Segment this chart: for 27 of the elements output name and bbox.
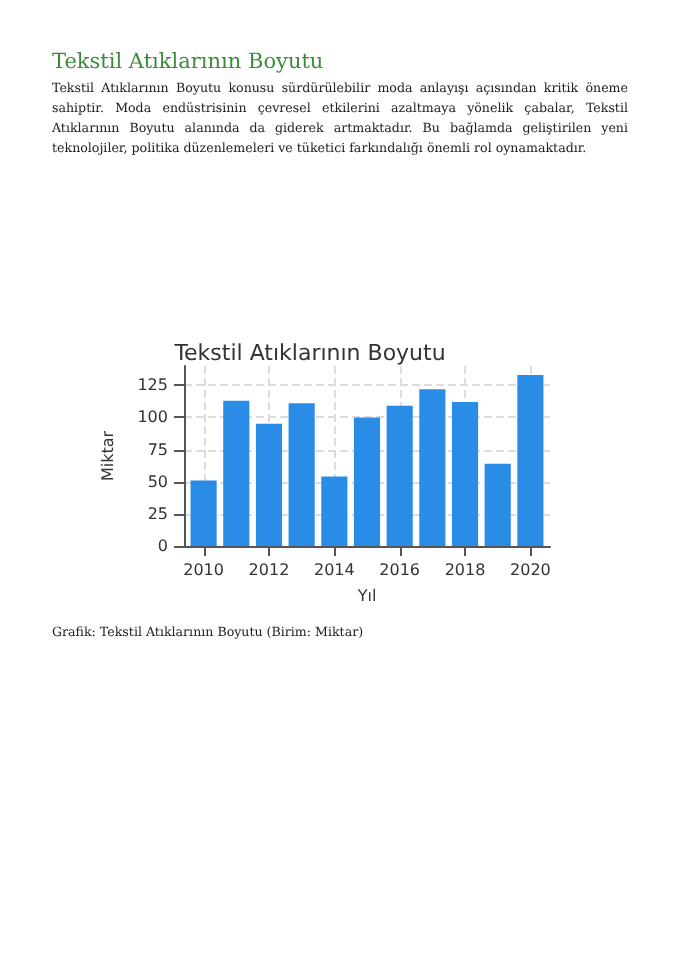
bar bbox=[288, 403, 315, 546]
x-tick-label: 2012 bbox=[248, 561, 290, 579]
bar bbox=[386, 405, 413, 546]
bar bbox=[223, 400, 250, 546]
bar bbox=[255, 423, 283, 546]
y-tick-label: 75 bbox=[147, 440, 168, 459]
chart-title: Tekstil Atıklarının Boyutu bbox=[172, 340, 446, 366]
y-tick-label: 100 bbox=[137, 408, 168, 427]
x-tick-label: 2014 bbox=[313, 561, 355, 579]
bar bbox=[451, 402, 479, 546]
y-tick-label: 25 bbox=[147, 504, 168, 523]
bar bbox=[484, 463, 511, 546]
y-axis-title: Miktar bbox=[98, 429, 117, 482]
bar bbox=[353, 417, 381, 546]
bar bbox=[190, 480, 217, 546]
y-tick-label: 0 bbox=[157, 537, 168, 555]
text: Tekstil Atıklarının Boyutu bbox=[52, 50, 324, 74]
x-tick-label: 2016 bbox=[379, 561, 421, 579]
x-tick-label: 2010 bbox=[183, 561, 224, 579]
bar bbox=[517, 375, 544, 546]
x-axis-title: Yıl bbox=[355, 586, 377, 605]
y-tick-label: 125 bbox=[137, 376, 168, 395]
x-tick-label: 2020 bbox=[510, 561, 551, 579]
x-tick-label: 2018 bbox=[444, 561, 486, 579]
y-tick-label: 50 bbox=[147, 472, 168, 491]
bar bbox=[321, 476, 348, 546]
bar bbox=[419, 389, 446, 546]
